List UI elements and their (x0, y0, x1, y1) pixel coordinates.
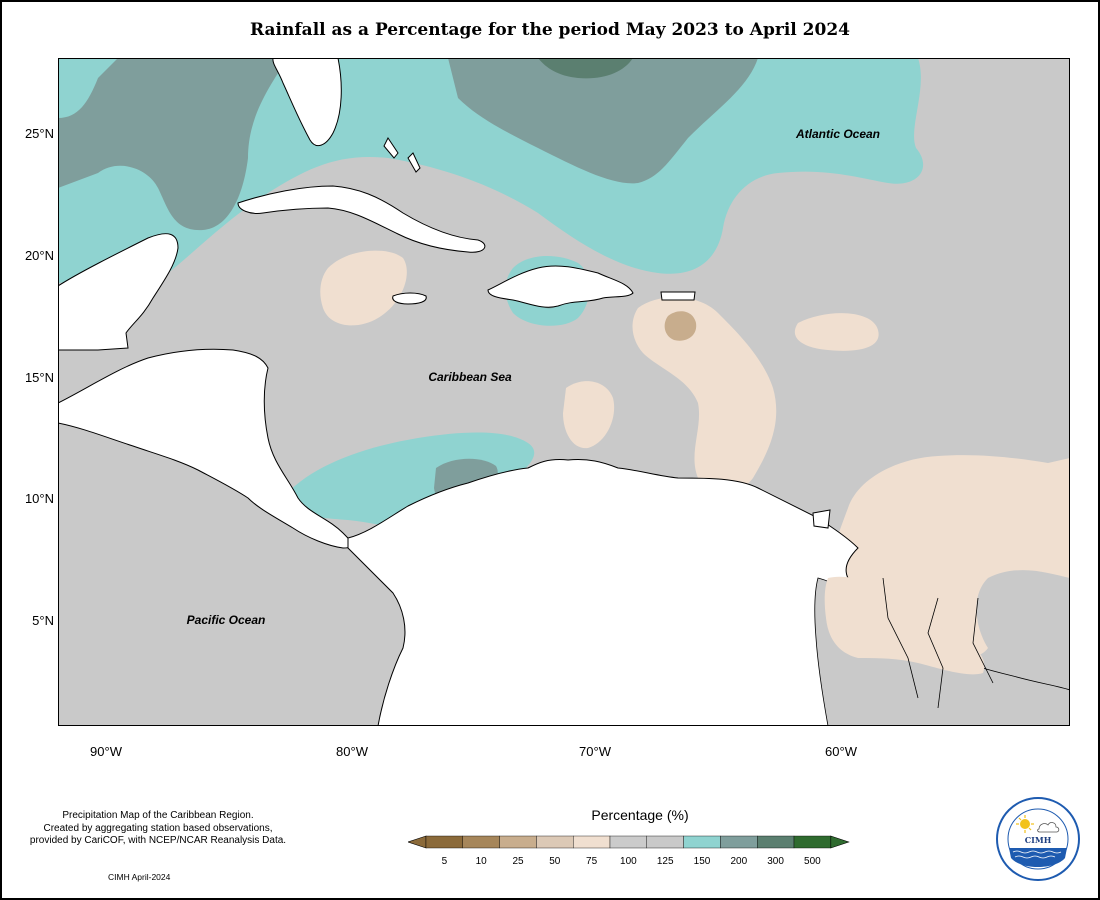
credit-line-2: Created by aggregating station based obs… (43, 822, 273, 834)
legend-tick-50: 50 (549, 856, 561, 867)
legend-tick-25: 25 (512, 856, 524, 867)
wet-region-gulf (58, 58, 288, 231)
legend-swatch-5 (425, 835, 463, 849)
logo-name: CIMH (1025, 835, 1052, 845)
small-island-trinidad (812, 509, 831, 529)
lon-label-80w: 80°W (336, 744, 368, 759)
cuba (237, 185, 486, 253)
legend-tick-300: 300 (767, 856, 784, 867)
dry-region-guianas-interior (824, 576, 985, 675)
dry-region-eastern-caribbean (632, 297, 777, 493)
legend-tick-150: 150 (693, 856, 711, 867)
cloud-icon (1037, 822, 1060, 833)
hispaniola (487, 265, 634, 308)
jamaica (392, 292, 427, 305)
legend-swatch-500 (793, 835, 831, 849)
very-wet-region-atlantic (538, 58, 633, 79)
bahamas-2 (407, 152, 421, 173)
map-title: Rainfall as a Percentage for the period … (250, 20, 850, 40)
wet-region-atlantic (448, 58, 758, 184)
legend-arrow-low (408, 835, 427, 849)
legend-tick-75: 75 (586, 856, 598, 867)
central-america-isthmus (58, 348, 353, 549)
legend-swatch-125 (646, 835, 684, 849)
legend-swatch-100 (609, 835, 647, 849)
lat-label-25n: 25°N (24, 126, 54, 141)
florida (272, 58, 342, 147)
legend-swatch-150 (683, 835, 721, 849)
dry-region-south-caribbean (563, 381, 615, 449)
lat-label-5n: 5°N (32, 613, 54, 628)
legend-tick-200: 200 (730, 856, 748, 867)
dry-region-central-caribbean (320, 250, 407, 326)
legend-tick-100: 100 (620, 856, 637, 867)
map-border (58, 58, 1070, 726)
legend-swatch-75 (572, 835, 611, 849)
legend-tick-5: 5 (441, 856, 448, 867)
legend-tick-125: 125 (656, 856, 674, 867)
legend-swatch-200 (720, 835, 758, 849)
lat-label-10n: 10°N (24, 491, 54, 506)
guianas-borders (882, 577, 994, 709)
lon-label-90w: 90°W (90, 744, 122, 759)
legend-swatch-300 (757, 835, 795, 849)
legend-swatch-50 (536, 835, 574, 849)
lat-label-15n: 15°N (24, 370, 54, 385)
legend-tick-500: 500 (804, 856, 821, 867)
map-credit: Precipitation Map of the Caribbean Regio… (8, 810, 308, 848)
legend-title: Percentage (%) (591, 807, 689, 823)
legend-colorbar (408, 835, 850, 849)
caribbean-sea-label: Caribbean Sea (428, 370, 512, 384)
legend-arrow-high (830, 835, 850, 849)
drier-spot-east-caribbean (664, 311, 697, 341)
puerto-rico (660, 291, 696, 301)
dry-region-lesser-antilles (794, 313, 879, 351)
credit-line-3: provided by CariCOF, with NCEP/NCAR Rean… (29, 835, 287, 846)
lon-label-70w: 70°W (579, 744, 611, 759)
sun-icon (1016, 815, 1034, 833)
lon-label-60w: 60°W (825, 744, 857, 759)
date-note: CIMH April-2024 (108, 872, 171, 882)
bahamas (383, 137, 399, 159)
pacific-ocean-label: Pacific Ocean (187, 613, 266, 627)
legend-swatch-25 (499, 835, 537, 849)
lat-label-20n: 20°N (24, 248, 54, 263)
central-america (58, 233, 179, 351)
legend-swatch-10 (462, 835, 500, 849)
credit-line-1: Precipitation Map of the Caribbean Regio… (62, 810, 254, 821)
atlantic-ocean-label: Atlantic Ocean (795, 127, 880, 141)
cimh-logo: CIMH (996, 797, 1080, 881)
rainfall-map: Atlantic Ocean Caribbean Sea Pacific Oce… (58, 58, 1070, 726)
legend-tick-10: 10 (475, 856, 487, 867)
